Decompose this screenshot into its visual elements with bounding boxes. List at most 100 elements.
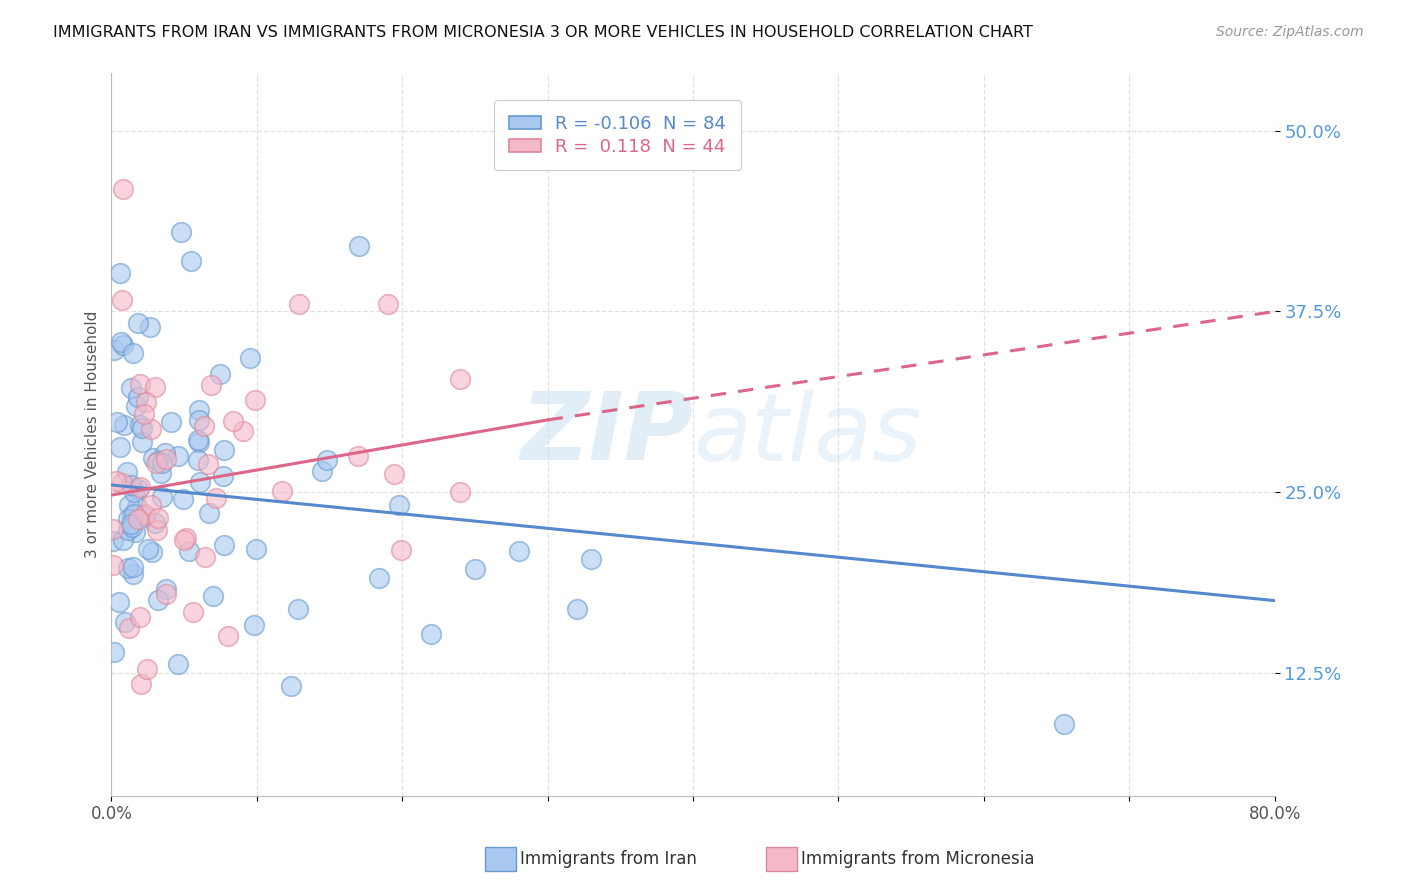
Point (204, 491, 226, 505)
Point (377, 297, 399, 311)
Point (315, 452, 337, 467)
Point (129, 376, 152, 391)
Text: IMMIGRANTS FROM IRAN VS IMMIGRANTS FROM MICRONESIA 3 OR MORE VEHICLES IN HOUSEHO: IMMIGRANTS FROM IRAN VS IMMIGRANTS FROM … (53, 25, 1033, 40)
Point (197, 457, 219, 471)
Point (170, 225, 193, 239)
Point (118, 498, 141, 512)
Point (103, 558, 125, 573)
Point (347, 449, 370, 463)
Point (117, 512, 139, 526)
Point (118, 621, 141, 635)
Point (110, 335, 132, 350)
Point (222, 414, 245, 428)
Point (193, 418, 215, 433)
Point (194, 549, 217, 564)
Point (122, 566, 145, 581)
Point (131, 421, 153, 435)
Point (117, 523, 139, 537)
Point (155, 587, 177, 601)
Point (136, 542, 159, 557)
Point (200, 377, 222, 392)
Point (127, 482, 149, 496)
Point (420, 626, 443, 640)
Point (217, 629, 239, 643)
Point (124, 524, 146, 539)
Point (112, 181, 135, 195)
Point (121, 508, 143, 523)
Point (105, 415, 128, 429)
Point (214, 538, 236, 552)
Point (187, 452, 209, 467)
Text: Immigrants from Iran: Immigrants from Iran (520, 850, 697, 868)
Point (146, 454, 169, 468)
Point (127, 317, 149, 331)
Point (103, 645, 125, 659)
Point (243, 617, 266, 632)
Point (112, 533, 135, 547)
Point (187, 402, 209, 417)
Point (508, 544, 530, 558)
Point (187, 435, 209, 450)
Point (101, 522, 124, 536)
Point (107, 594, 129, 608)
Point (449, 372, 471, 386)
Point (172, 492, 194, 507)
Point (141, 422, 163, 436)
Point (388, 498, 411, 512)
Point (134, 508, 156, 522)
Point (211, 469, 233, 483)
Point (146, 593, 169, 607)
Point (128, 480, 150, 494)
Point (120, 478, 142, 492)
Point (159, 415, 181, 429)
Point (136, 662, 159, 676)
Point (103, 343, 125, 357)
Point (347, 239, 370, 253)
Point (132, 407, 155, 421)
Point (449, 485, 471, 500)
Point (152, 456, 174, 470)
Point (389, 542, 412, 557)
Point (280, 679, 302, 693)
Point (197, 506, 219, 520)
Point (212, 443, 235, 458)
Point (108, 440, 131, 454)
Point (108, 267, 131, 281)
Point (188, 475, 211, 489)
Point (120, 381, 142, 395)
Text: ZIP: ZIP (520, 388, 693, 481)
Point (124, 485, 146, 500)
Point (180, 253, 202, 268)
Point (245, 542, 267, 557)
Point (382, 467, 405, 481)
Point (114, 615, 136, 629)
Point (271, 483, 294, 498)
Point (115, 465, 138, 479)
Point (150, 490, 173, 504)
Point (188, 413, 211, 427)
Point (135, 394, 157, 409)
Point (186, 434, 208, 448)
Point (125, 399, 148, 413)
Point (167, 657, 190, 671)
Point (122, 559, 145, 574)
Point (131, 435, 153, 450)
Point (111, 475, 134, 490)
Text: Immigrants from Micronesia: Immigrants from Micronesia (801, 850, 1035, 868)
Point (288, 296, 311, 310)
Point (145, 516, 167, 531)
Point (148, 511, 170, 525)
Point (111, 293, 134, 307)
Point (155, 451, 177, 466)
Point (149, 466, 172, 480)
Point (209, 367, 232, 381)
Point (166, 450, 188, 464)
Point (181, 605, 204, 619)
Point (142, 450, 165, 465)
Point (145, 456, 167, 470)
Point (565, 601, 588, 615)
Point (120, 516, 142, 531)
Point (122, 508, 145, 522)
Point (1053, 717, 1076, 731)
Point (117, 561, 139, 575)
